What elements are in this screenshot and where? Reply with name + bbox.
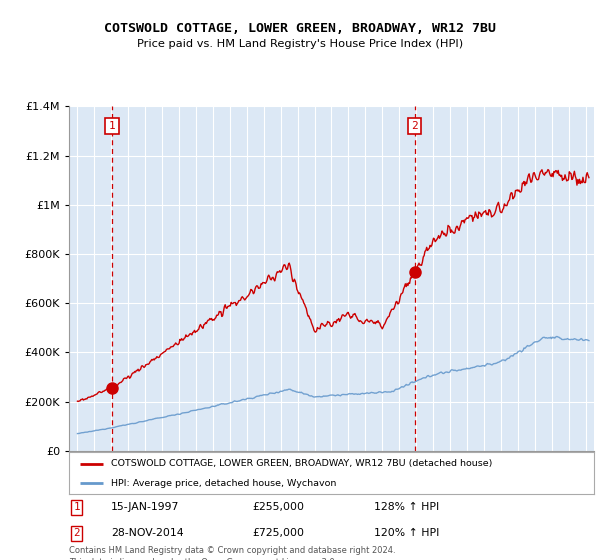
Text: HPI: Average price, detached house, Wychavon: HPI: Average price, detached house, Wych… xyxy=(111,479,337,488)
Text: 15-JAN-1997: 15-JAN-1997 xyxy=(111,502,179,512)
Text: Price paid vs. HM Land Registry's House Price Index (HPI): Price paid vs. HM Land Registry's House … xyxy=(137,39,463,49)
Text: 2: 2 xyxy=(74,529,80,539)
Text: 120% ↑ HPI: 120% ↑ HPI xyxy=(373,529,439,539)
Text: 1: 1 xyxy=(109,121,115,131)
Text: £255,000: £255,000 xyxy=(253,502,305,512)
Text: 128% ↑ HPI: 128% ↑ HPI xyxy=(373,502,439,512)
Text: 2: 2 xyxy=(411,121,418,131)
Text: Contains HM Land Registry data © Crown copyright and database right 2024.
This d: Contains HM Land Registry data © Crown c… xyxy=(69,546,395,560)
Text: COTSWOLD COTTAGE, LOWER GREEN, BROADWAY, WR12 7BU (detached house): COTSWOLD COTTAGE, LOWER GREEN, BROADWAY,… xyxy=(111,459,493,468)
Text: 1: 1 xyxy=(74,502,80,512)
Text: 28-NOV-2014: 28-NOV-2014 xyxy=(111,529,184,539)
Text: £725,000: £725,000 xyxy=(253,529,305,539)
Text: COTSWOLD COTTAGE, LOWER GREEN, BROADWAY, WR12 7BU: COTSWOLD COTTAGE, LOWER GREEN, BROADWAY,… xyxy=(104,22,496,35)
